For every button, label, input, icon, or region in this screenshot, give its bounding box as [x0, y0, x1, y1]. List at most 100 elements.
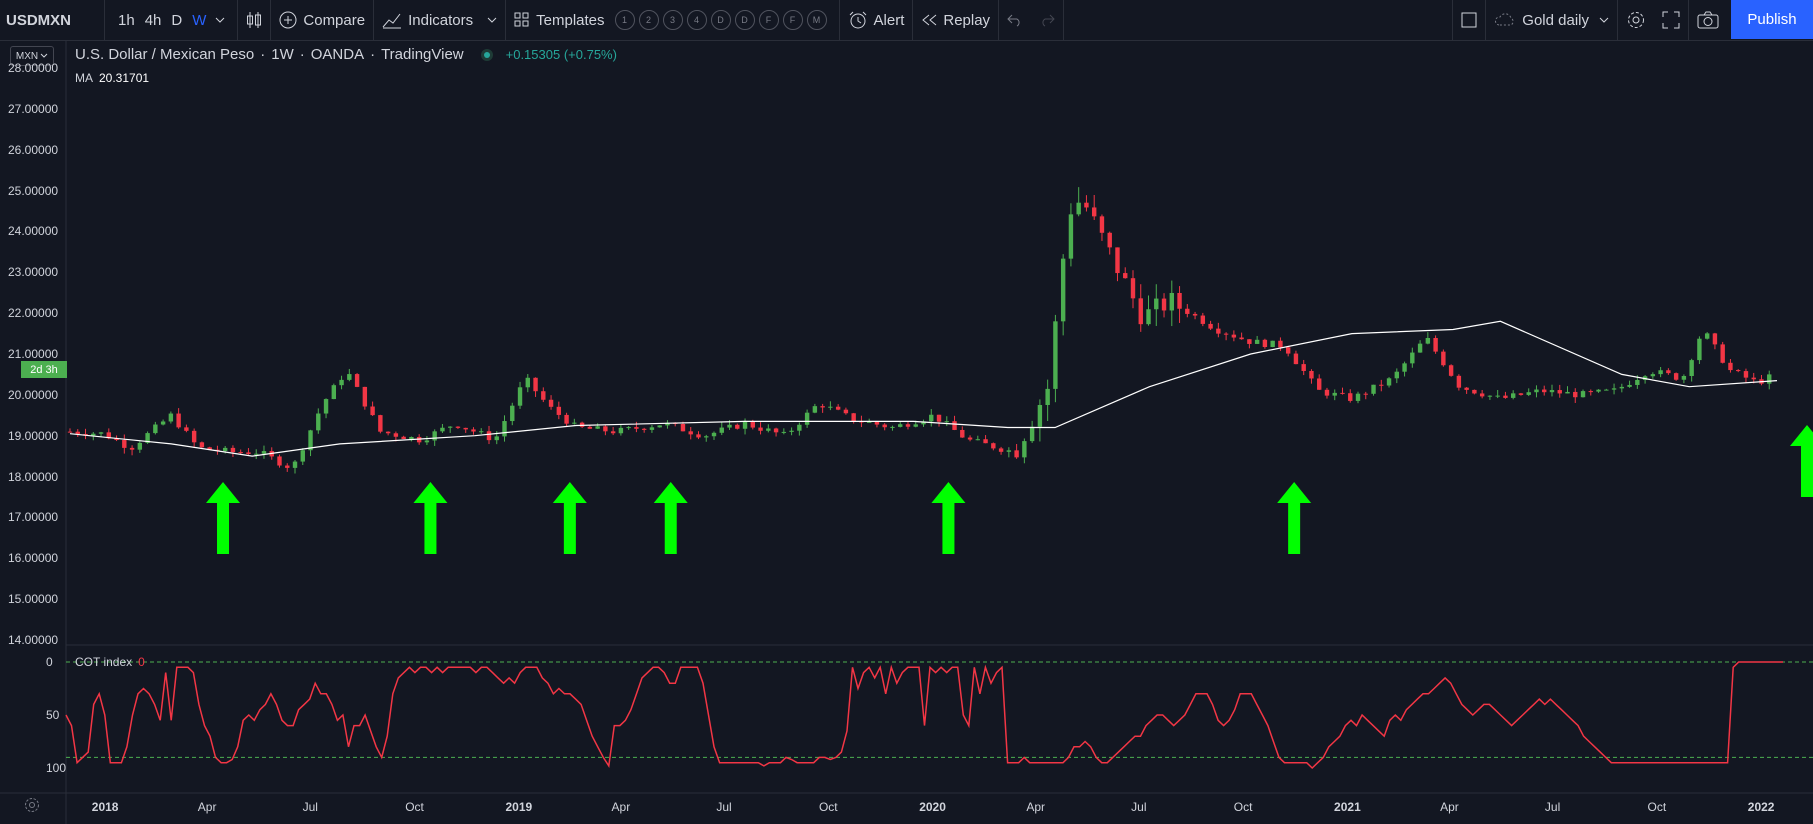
candle-body [1123, 273, 1128, 279]
candle-body [1115, 247, 1120, 274]
timeframe-4h[interactable]: 4h [144, 11, 162, 29]
chevron-down-icon[interactable] [211, 15, 229, 25]
time-tick-label: Apr [1440, 800, 1459, 814]
chart-settings-icon[interactable] [24, 797, 40, 818]
divider [1617, 0, 1618, 40]
template-slot[interactable]: 2 [638, 10, 659, 30]
template-slot[interactable]: 4 [686, 10, 707, 30]
candle-body [1650, 374, 1656, 377]
candle-body [432, 431, 437, 441]
legend-dot: · [299, 46, 305, 63]
currency-label: MXN [15, 50, 39, 62]
replay-button[interactable]: Replay [913, 0, 998, 40]
candle-body [1681, 375, 1687, 380]
chart-legend: U.S. Dollar / Mexican Peso · 1W · OANDA … [75, 46, 617, 63]
candle-body [882, 424, 887, 428]
currency-button[interactable]: MXN [10, 46, 54, 66]
redo-button[interactable] [1031, 0, 1063, 40]
layout-toggle-button[interactable] [1453, 0, 1485, 40]
candle-body [1177, 292, 1182, 309]
timeframe-w[interactable]: W [192, 11, 207, 29]
template-slot[interactable]: D [710, 10, 731, 30]
candle-body [1487, 395, 1493, 397]
redo-icon [1039, 13, 1055, 27]
template-slot[interactable]: 3 [662, 10, 683, 30]
template-slot[interactable]: F [758, 10, 779, 30]
chart-type-button[interactable] [238, 0, 270, 40]
template-slot[interactable]: D [734, 10, 755, 30]
candle-body [1247, 339, 1252, 344]
candle-body [1076, 202, 1081, 215]
publish-button[interactable]: Publish [1731, 0, 1813, 39]
legend-dot: · [370, 46, 376, 63]
candle-body [812, 406, 818, 413]
candle-body [1464, 387, 1469, 390]
template-slot[interactable]: F [782, 10, 803, 30]
candle-body [564, 414, 569, 424]
symbol-title[interactable]: U.S. Dollar / Mexican Peso [75, 46, 255, 63]
replay-label: Replay [943, 11, 991, 29]
compare-button[interactable]: Compare [271, 0, 373, 40]
up-arrow-icon [653, 482, 688, 554]
settings-button[interactable] [1618, 0, 1654, 40]
candle-body [742, 421, 748, 429]
undo-button[interactable] [999, 0, 1031, 40]
layout-name: Gold daily [1522, 11, 1589, 29]
divider [104, 0, 105, 40]
indicators-button[interactable]: Indicators [374, 0, 505, 40]
timeframe-d[interactable]: D [171, 11, 183, 29]
price-tick-label: 22.00000 [8, 306, 59, 321]
price-tick-label: 18.00000 [8, 469, 59, 484]
candle-body [1185, 308, 1190, 314]
candle-body [1448, 365, 1454, 376]
price-tick-label: 28.00000 [8, 61, 59, 75]
candle-body [1309, 370, 1314, 379]
candles [67, 187, 1772, 474]
candle-body [1146, 309, 1151, 325]
cot-legend[interactable]: COT index 0 [75, 655, 145, 669]
legend-dot: · [260, 46, 266, 63]
candle-body [1565, 391, 1570, 394]
candle-body [1092, 207, 1097, 217]
template-slots: 1 2 3 4 D D F F M [613, 0, 839, 40]
chevron-down-icon[interactable] [487, 15, 497, 25]
template-slot[interactable]: M [806, 10, 827, 30]
candle-body [1658, 370, 1663, 375]
ma-value: 20.31701 [99, 71, 150, 85]
candle-body [781, 431, 787, 433]
candle-body [1161, 298, 1167, 311]
chevron-down-icon[interactable] [1599, 15, 1609, 25]
up-arrow-icon [413, 482, 448, 554]
fullscreen-button[interactable] [1654, 0, 1688, 40]
candle-body [1371, 384, 1376, 394]
candle-body [339, 379, 344, 386]
candle-body [688, 431, 693, 435]
candle-body [114, 438, 119, 441]
candle-body [750, 421, 755, 428]
candle-body [1154, 298, 1159, 310]
ma-legend[interactable]: MA 20.31701 [75, 71, 149, 85]
candle-body [766, 428, 771, 431]
symbol-search[interactable]: USDMXN [0, 0, 104, 40]
candle-body [168, 413, 174, 422]
snapshot-button[interactable] [1689, 0, 1727, 40]
legend-change: +0.15305 (+0.75%) [505, 47, 617, 62]
template-slot[interactable]: 1 [614, 10, 635, 30]
timeframe-1h[interactable]: 1h [118, 11, 135, 29]
templates-button[interactable]: Templates [506, 0, 612, 40]
alert-button[interactable]: Alert [840, 0, 913, 40]
candle-body [1666, 370, 1671, 374]
up-arrow-icon [931, 482, 966, 554]
candle-body [122, 440, 127, 448]
candle-body [254, 453, 259, 455]
candle-body [1060, 258, 1066, 322]
candle-body [401, 436, 406, 439]
legend-source: TradingView [381, 46, 464, 63]
up-arrow-icon [1790, 425, 1813, 497]
layout-menu[interactable]: Gold daily [1486, 0, 1617, 40]
candle-body [1712, 333, 1718, 345]
cot-label: COT index [75, 655, 133, 669]
cot-tick-label: 0 [46, 655, 53, 669]
divider [505, 0, 507, 40]
